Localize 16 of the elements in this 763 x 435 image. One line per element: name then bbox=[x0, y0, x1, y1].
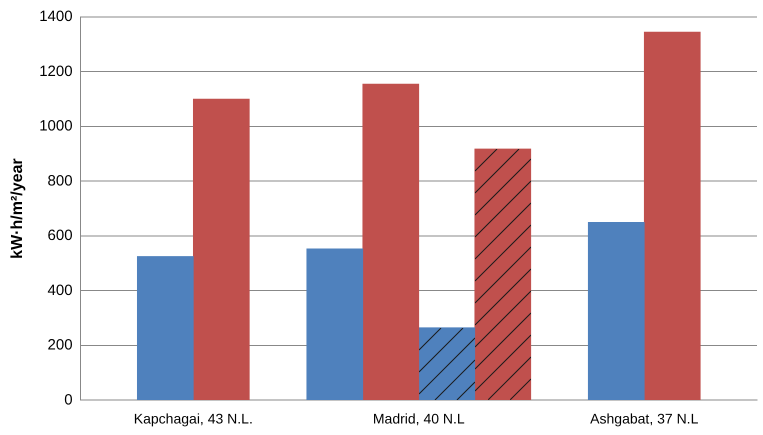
y-tick-label: 1000 bbox=[39, 118, 73, 135]
bar bbox=[588, 222, 645, 400]
bar bbox=[136, 256, 194, 400]
y-tick-label: 800 bbox=[48, 172, 73, 190]
y-tick-label: 1400 bbox=[39, 8, 73, 26]
bar bbox=[192, 98, 250, 400]
x-tick-label: Madrid, 40 N.L bbox=[372, 410, 465, 426]
y-tick-label: 600 bbox=[48, 227, 73, 244]
y-axis-title: kW·h/m²/year bbox=[9, 158, 26, 259]
bar bbox=[644, 32, 701, 400]
x-tick-label: Kapchagai, 43 N.L. bbox=[134, 410, 253, 426]
y-tick-label: 1200 bbox=[39, 62, 73, 80]
y-tick-label: 0 bbox=[64, 391, 73, 408]
y-tick-label: 200 bbox=[48, 336, 73, 354]
y-tick-label: 400 bbox=[48, 282, 73, 299]
x-tick-label: Ashgabat, 37 N.L bbox=[590, 410, 699, 426]
